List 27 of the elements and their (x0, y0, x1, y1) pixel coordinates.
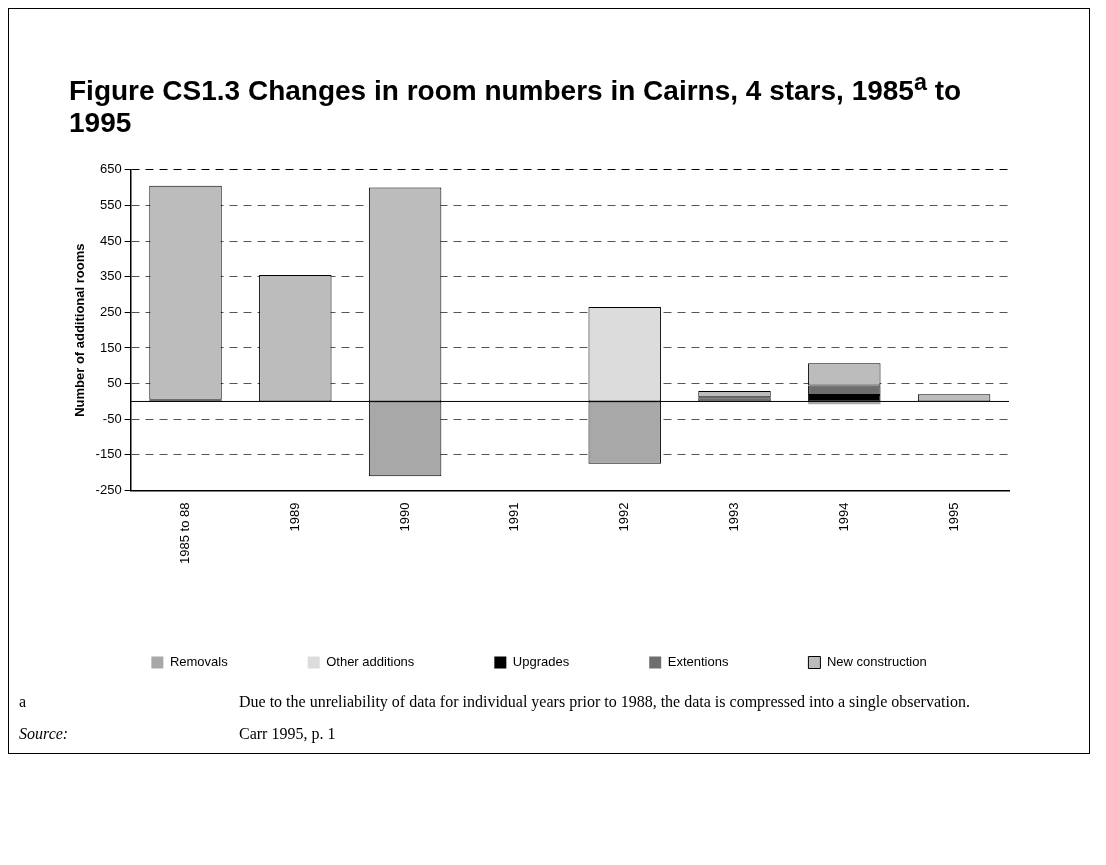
text: a Due to the unreliability of data for individual years prior to 1988, the data is compressed into a single observation. (19, 693, 970, 711)
y-tick-label: -250 (95, 482, 122, 498)
y-tick-label: 150 (99, 339, 122, 355)
x-tick-label: 1989 (286, 502, 302, 532)
y-tick-label: -50 (102, 411, 122, 427)
y-axis-title: Number of additional rooms (72, 243, 88, 418)
x-tick-label: 1985 to 88 (177, 502, 193, 565)
y-tick-label: 550 (99, 197, 122, 213)
legend-label: Upgrades (512, 654, 570, 670)
x-tick-label: 1991 (506, 502, 522, 532)
legend-label: Removals (169, 654, 229, 670)
x-tick-label: 1995 (945, 502, 961, 532)
text: Source: Carr 1995, p. 1 (19, 725, 336, 743)
legend-label: Extentions (667, 654, 729, 670)
legend-label: New construction (826, 654, 927, 670)
y-tick-label: 350 (99, 268, 122, 284)
chart-title: Figure CS1.3 Changes in room numbers in Cairns, 4 stars, 1985$^{a}$ to 1995 (69, 69, 962, 139)
y-tick-label: 50 (107, 375, 122, 391)
y-tick-label: 650 (99, 161, 122, 177)
x-tick-label: 1990 (396, 502, 412, 532)
x-tick-label: 1993 (726, 502, 742, 532)
legend-label: Other additions (326, 654, 415, 670)
y-tick-label: 450 (99, 232, 122, 248)
y-tick-label: -150 (95, 446, 122, 462)
y-tick-label: 250 (99, 304, 122, 320)
x-tick-label: 1994 (835, 502, 851, 532)
x-tick-label: 1992 (616, 502, 632, 532)
